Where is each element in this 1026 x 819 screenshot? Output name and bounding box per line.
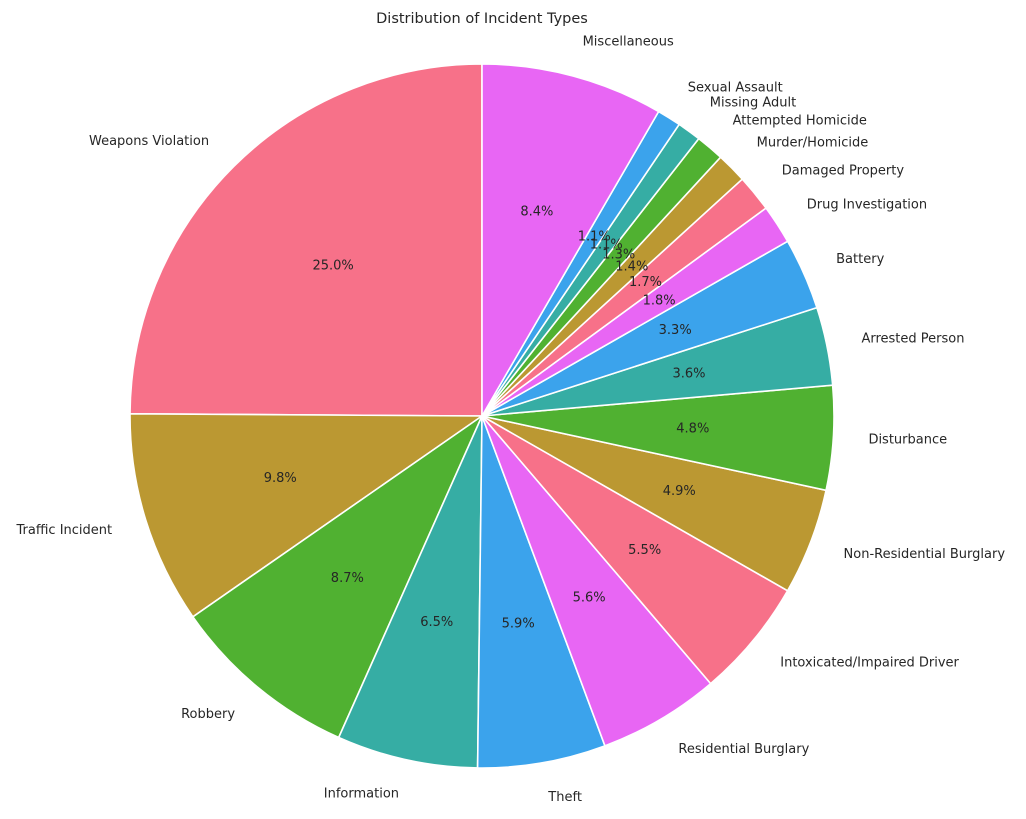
- slice-label-drug-investigation: Drug Investigation: [807, 198, 927, 213]
- slice-traffic-incident: [129, 412, 485, 618]
- slices-layer: [129, 63, 835, 769]
- percent-label-disturbance: 4.8%: [676, 422, 709, 437]
- percent-label-sexual-assault: 1.1%: [578, 230, 611, 245]
- percent-label-non-residential-burglary: 4.9%: [663, 484, 696, 499]
- percent-label-missing-adult: 1.1%: [590, 238, 623, 253]
- percent-label-damaged-property: 1.7%: [629, 275, 662, 290]
- percent-label-murder-homicide: 1.4%: [615, 260, 648, 275]
- percent-label-traffic-incident: 9.8%: [264, 471, 297, 486]
- slice-label-attempted-homicide: Attempted Homicide: [733, 113, 867, 128]
- slice-information: [337, 415, 483, 769]
- slice-label-theft: Theft: [547, 790, 582, 805]
- slice-theft: [476, 415, 606, 769]
- percent-labels-layer: 25.0% 9.8% 8.7% 6.5% 5.9% 5.6% 5.5% 4.9% 4.8% 3.6…: [264, 205, 710, 632]
- percent-label-weapons-violation: 25.0%: [312, 259, 353, 274]
- percent-label-information: 6.5%: [420, 615, 453, 630]
- percent-label-miscellaneous: 8.4%: [520, 205, 553, 220]
- chart-title: Distribution of Incident Types: [376, 11, 588, 27]
- slice-label-arrested-person: Arrested Person: [861, 331, 964, 346]
- slice-weapons-violation: [129, 63, 483, 417]
- slice-label-robbery: Robbery: [181, 707, 235, 722]
- percent-label-drug-investigation: 1.8%: [643, 294, 676, 309]
- slice-label-murder-homicide: Murder/Homicide: [757, 136, 869, 151]
- slice-label-miscellaneous: Miscellaneous: [583, 35, 674, 50]
- slice-label-disturbance: Disturbance: [868, 433, 947, 448]
- percent-label-residential-burglary: 5.6%: [573, 591, 606, 606]
- slice-miscellaneous: [481, 63, 660, 419]
- slice-label-information: Information: [324, 787, 399, 802]
- slice-robbery: [191, 413, 484, 739]
- percent-label-theft: 5.9%: [502, 617, 535, 632]
- percent-label-battery: 3.3%: [659, 323, 692, 338]
- slice-label-battery: Battery: [836, 252, 884, 267]
- slice-label-weapons-violation: Weapons Violation: [89, 134, 209, 149]
- slice-label-damaged-property: Damaged Property: [782, 163, 905, 178]
- slice-label-intoxicated-impaired-driver: Intoxicated/Impaired Driver: [780, 655, 959, 670]
- slice-label-non-residential-burglary: Non-Residential Burglary: [844, 547, 1006, 562]
- slice-label-sexual-assault: Sexual Assault: [688, 80, 783, 95]
- percent-label-attempted-homicide: 1.3%: [602, 248, 635, 263]
- slice-label-missing-adult: Missing Adult: [710, 95, 796, 110]
- slice-label-traffic-incident: Traffic Incident: [16, 523, 113, 538]
- slice-label-residential-burglary: Residential Burglary: [678, 742, 809, 757]
- percent-label-arrested-person: 3.6%: [672, 366, 705, 381]
- percent-label-robbery: 8.7%: [331, 571, 364, 586]
- percent-label-intoxicated-impaired-driver: 5.5%: [628, 543, 661, 558]
- slice-labels-layer: Weapons Violation Traffic Incident Robbery…: [16, 35, 1006, 805]
